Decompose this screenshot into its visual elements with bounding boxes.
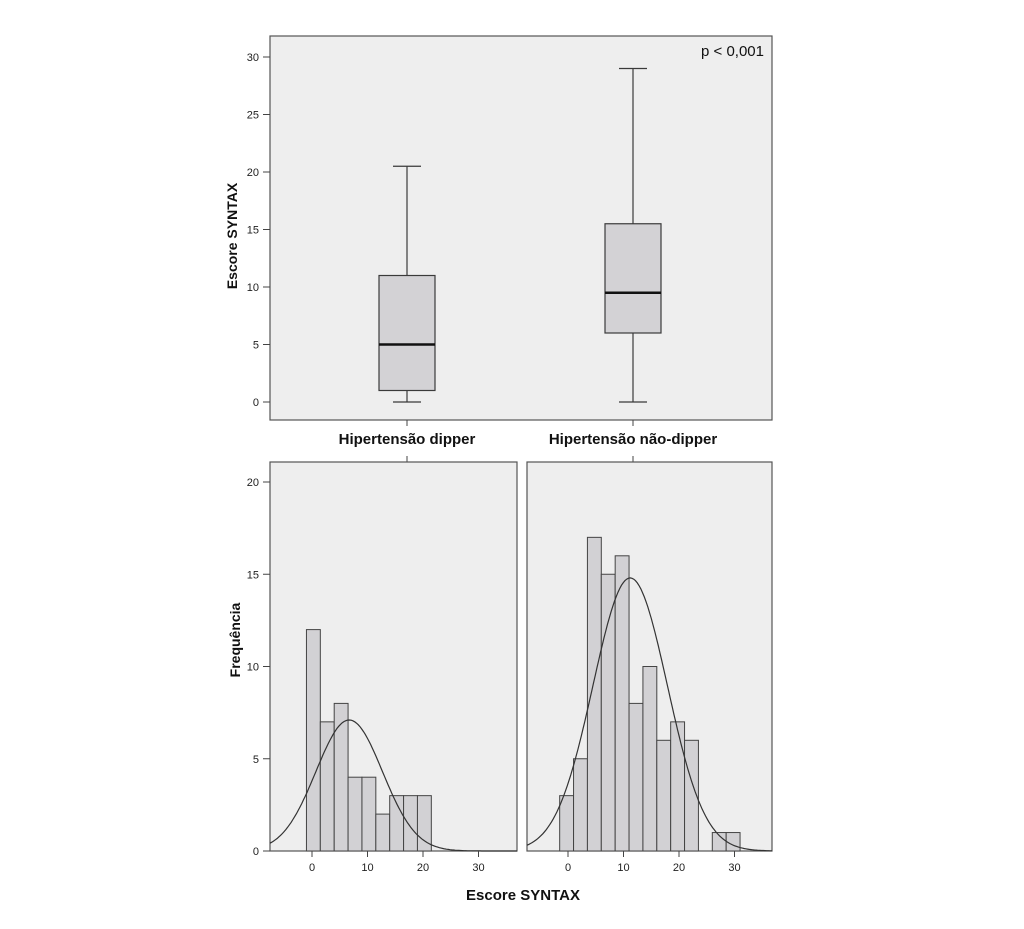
histogram-y-tick-label: 0: [253, 846, 259, 858]
histogram-dipper-normal-curve: [269, 719, 517, 852]
histogram-dipper-x-axis: 0 10 20 30: [309, 851, 485, 874]
box-dipper: [378, 165, 436, 462]
histogram-x-tick-label: 10: [361, 862, 373, 874]
box-non-dipper: [604, 67, 662, 462]
histogram-x-tick-label: 20: [417, 862, 429, 874]
histogram-bar: [403, 795, 418, 852]
boxplot-y-tick-label: 5: [253, 340, 259, 352]
histogram-bar: [600, 573, 616, 852]
histogram-y-tick-label: 5: [253, 754, 259, 766]
boxplot-y-tick-label: 15: [247, 225, 259, 237]
boxplot-plot-area: [269, 35, 773, 421]
histogram-bar: [656, 739, 672, 852]
histogram-bar: [586, 536, 602, 852]
boxplot-y-tick-label: 25: [247, 110, 259, 122]
histogram-y-tick-label: 15: [247, 569, 259, 581]
histogram-non-dipper-bars: [559, 536, 741, 852]
histogram-dipper-bars: [305, 629, 432, 852]
histogram-x-tick-label: 30: [472, 862, 484, 874]
boxplot-y-tick-label: 0: [253, 397, 259, 409]
boxplot-y-axis-label: Escore SYNTAX: [224, 182, 240, 289]
histogram-bar: [305, 629, 321, 852]
histogram-x-tick-label: 20: [673, 862, 685, 874]
p-value-annotation: p < 0,001: [701, 43, 764, 60]
histogram-bar: [333, 702, 349, 852]
histogram-bar: [670, 721, 686, 852]
histogram-bar: [628, 702, 644, 852]
histogram-x-tick-label: 0: [565, 862, 571, 874]
histogram-x-tick-label: 30: [728, 862, 740, 874]
boxplot-y-axis: 0 5 10 15 20 25 30: [247, 52, 270, 409]
boxplot-category-label: Hipertensão não-dipper: [549, 431, 718, 448]
histogram-bar: [361, 776, 377, 852]
histogram-panel-non-dipper: 0 10 20 30: [526, 461, 773, 874]
histogram-dipper-y-axis: 0 5 10 15 20: [247, 477, 270, 858]
histogram-x-tick-label: 10: [617, 862, 629, 874]
histogram-x-axis-label: Escore SYNTAX: [466, 887, 580, 904]
boxplot-y-tick-label: 10: [247, 282, 259, 294]
histogram-bar: [614, 555, 630, 852]
histogram-bar: [573, 758, 588, 852]
boxplot-category-label: Hipertensão dipper: [339, 431, 476, 448]
histogram-bar: [559, 795, 575, 852]
histogram-y-axis-label: Frequência: [227, 602, 243, 677]
histogram-non-dipper-x-axis: 0 10 20 30: [565, 851, 741, 874]
boxplot-y-tick-label: 20: [247, 167, 259, 179]
boxplot-category-labels: Hipertensão dipper Hipertensão não-dipper: [339, 431, 718, 448]
histogram-bar: [642, 666, 658, 852]
histogram-bar: [347, 776, 363, 852]
histogram-y-tick-label: 20: [247, 477, 259, 489]
iqr-box: [378, 274, 436, 392]
histogram-x-tick-label: 0: [309, 862, 315, 874]
histogram-y-tick-label: 10: [247, 662, 259, 674]
boxplot-y-tick-label: 30: [247, 52, 259, 64]
boxplot-panel: 0 5 10 15 20 25 30 p < 0,001 Escore SYNTAX Hip…: [224, 35, 773, 462]
iqr-box: [604, 223, 662, 334]
histogram-bar: [416, 795, 432, 852]
histogram-non-dipper-normal-curve: [526, 577, 772, 852]
boxplot-boxes: [378, 67, 662, 462]
histogram-bar: [725, 832, 741, 852]
histogram-bar: [319, 721, 335, 852]
histogram-panel-dipper: 0 10 20 30 0 5 10 15 20: [247, 461, 518, 874]
histogram-bar: [375, 813, 391, 852]
